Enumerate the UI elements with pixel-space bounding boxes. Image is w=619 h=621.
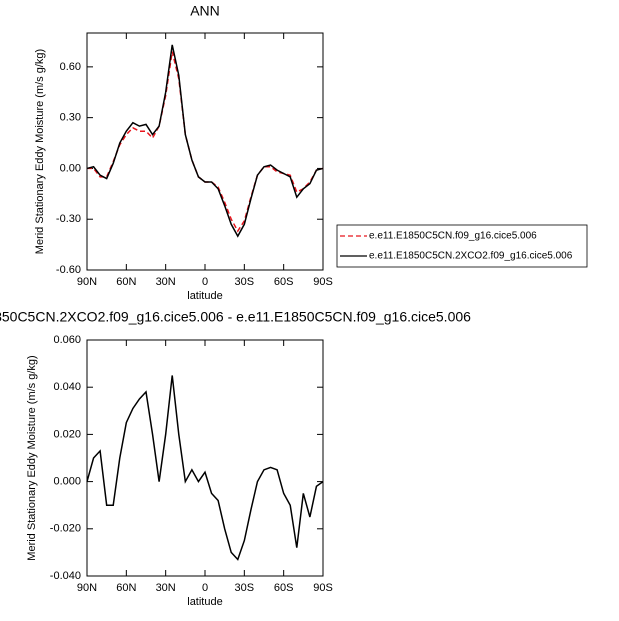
legend-label: e.e11.E1850C5CN.f09_g16.cice5.006 [369, 231, 537, 242]
chart-title: e.e11.E1850C5CN.2XCO2.f09_g16.cice5.006 … [0, 309, 471, 325]
legend-box [336, 224, 588, 268]
x-tick-label: 60N [116, 276, 136, 288]
legend-label: e.e11.E1850C5CN.2XCO2.f09_g16.cice5.006 [369, 251, 573, 262]
y-tick-label: -0.020 [50, 523, 81, 535]
plot-frame [86, 339, 324, 577]
x-tick-label: 30S [235, 582, 255, 594]
data-line [87, 51, 324, 233]
y-tick-label: 0.60 [60, 61, 81, 73]
x-tick-label: 0 [202, 582, 208, 594]
plot-frame [86, 32, 324, 271]
y-tick-label: 0.060 [53, 334, 81, 346]
x-tick-label: 30N [156, 276, 176, 288]
x-tick-label: 60S [274, 276, 294, 288]
y-tick-label: -0.60 [56, 264, 81, 276]
y-tick-label: 0.020 [53, 428, 81, 440]
x-tick-label: 60S [274, 582, 294, 594]
x-tick-label: 90N [77, 582, 97, 594]
y-tick-label: -0.040 [50, 570, 81, 582]
x-axis-label: latitude [187, 290, 222, 302]
data-line [86, 44, 324, 238]
x-tick-label: 60N [116, 582, 136, 594]
x-tick-label: 30S [235, 276, 255, 288]
y-tick-label: 0.00 [60, 162, 81, 174]
x-tick-label: 30N [156, 582, 176, 594]
x-tick-label: 90N [77, 276, 97, 288]
x-tick-label: 0 [202, 276, 208, 288]
y-tick-label: 0.040 [53, 381, 81, 393]
y-tick-label: 0.000 [53, 476, 81, 488]
x-tick-label: 90S [313, 582, 333, 594]
x-axis-label: latitude [187, 596, 222, 608]
chart-title: ANN [190, 3, 220, 19]
y-axis-label: Merid Stationary Eddy Moisture (m/s g/kg… [26, 355, 38, 560]
y-axis-label: Merid Stationary Eddy Moisture (m/s g/kg… [34, 49, 46, 254]
y-tick-label: -0.30 [56, 213, 81, 225]
y-tick-label: 0.30 [60, 112, 81, 124]
data-line [86, 375, 324, 561]
x-tick-label: 90S [313, 276, 333, 288]
